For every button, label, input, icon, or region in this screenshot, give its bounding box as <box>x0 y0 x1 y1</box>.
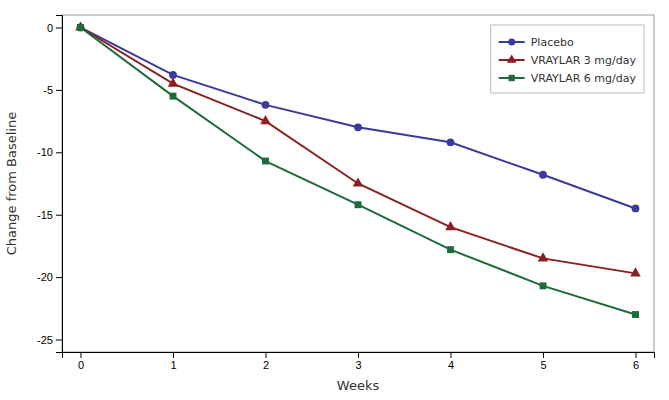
point <box>540 282 547 289</box>
axis-line <box>63 353 655 359</box>
tick-mark <box>451 352 452 358</box>
marks <box>75 21 641 318</box>
tick-mark <box>543 352 544 358</box>
x-axis: 0 1 2 3 4 5 6 <box>63 352 655 371</box>
y-axis: 0 -5 -10 -15 -20 -25 <box>37 16 62 353</box>
point <box>447 246 454 253</box>
tick-label: -25 <box>37 334 53 346</box>
tick: 3 <box>355 352 361 371</box>
tick: -10 <box>37 146 62 158</box>
tick-mark <box>636 352 637 358</box>
tick-mark <box>56 27 62 28</box>
tick: -15 <box>37 209 62 221</box>
tick-label: 1 <box>170 359 176 371</box>
legend-label: VRAYLAR 6 mg/day <box>531 72 637 85</box>
axis-line <box>56 16 63 353</box>
plot-frame <box>62 15 654 352</box>
tick-label: 0 <box>47 22 53 34</box>
tick: 6 <box>633 352 639 371</box>
tick-mark <box>56 90 62 91</box>
point <box>77 24 85 32</box>
plot: 0 1 2 3 4 5 6 0 -5 -10 -15 -20 -25 Placebo VRAYLAR 3 m… <box>37 15 654 371</box>
tick-label: -15 <box>37 209 53 221</box>
legend-box <box>491 25 644 93</box>
tick: -20 <box>37 271 62 283</box>
tick: 0 <box>47 22 62 34</box>
legend-label: VRAYLAR 3 mg/day <box>531 54 637 67</box>
tick-label: -5 <box>43 84 53 96</box>
point <box>260 115 271 124</box>
point <box>355 201 362 208</box>
tick-mark <box>56 152 62 153</box>
tick-label: 6 <box>633 359 639 371</box>
point <box>632 205 640 213</box>
series-line <box>81 27 636 273</box>
legend-marker <box>508 38 515 45</box>
point <box>262 158 269 165</box>
tick-mark <box>266 352 267 358</box>
tick: 2 <box>263 352 269 371</box>
legend: Placebo VRAYLAR 3 mg/day VRAYLAR 6 mg/day <box>491 25 644 93</box>
point <box>168 78 179 87</box>
tick-label: 2 <box>263 359 269 371</box>
legend-item: Placebo <box>499 36 574 49</box>
point <box>447 138 455 146</box>
legend-label: Placebo <box>531 36 574 49</box>
tick-label: 5 <box>540 359 546 371</box>
point <box>354 123 362 131</box>
tick-label: -20 <box>37 271 53 283</box>
point <box>445 221 456 230</box>
tick: 1 <box>170 352 176 371</box>
x-axis-title: Weeks <box>337 378 380 393</box>
point <box>538 252 549 261</box>
point <box>262 101 270 109</box>
tick: 4 <box>448 352 454 371</box>
point <box>632 311 639 318</box>
legend-item: VRAYLAR 3 mg/day <box>499 54 637 67</box>
y-axis-title: Change from Baseline <box>4 112 19 255</box>
tick-label: 0 <box>78 359 84 371</box>
tick-label: 4 <box>448 359 454 371</box>
tick-label: 3 <box>355 359 361 371</box>
point <box>170 93 177 100</box>
legend-item: VRAYLAR 6 mg/day <box>499 72 637 85</box>
point <box>77 24 84 31</box>
tick: 0 <box>78 352 84 371</box>
point <box>630 267 641 276</box>
tick: -5 <box>43 84 62 96</box>
legend-marker <box>507 54 517 62</box>
point <box>539 171 547 179</box>
tick: -25 <box>37 334 62 346</box>
tick-mark <box>173 352 174 358</box>
tick-mark <box>358 352 359 358</box>
chart: 0 1 2 3 4 5 6 0 -5 -10 -15 -20 -25 Placebo VRAYLAR 3 m… <box>0 0 669 400</box>
tick-mark <box>56 340 62 341</box>
series-line <box>81 27 636 208</box>
tick-mark <box>81 352 82 358</box>
tick-mark <box>56 215 62 216</box>
tick: 5 <box>540 352 546 371</box>
point <box>353 177 364 186</box>
tick-mark <box>56 277 62 278</box>
tick-label: -10 <box>37 146 53 158</box>
legend-marker <box>509 75 515 81</box>
